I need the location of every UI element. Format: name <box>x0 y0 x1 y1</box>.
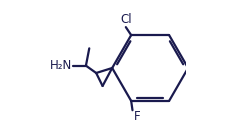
Text: H₂N: H₂N <box>50 59 72 72</box>
Text: Cl: Cl <box>120 13 132 27</box>
Text: F: F <box>134 110 141 123</box>
